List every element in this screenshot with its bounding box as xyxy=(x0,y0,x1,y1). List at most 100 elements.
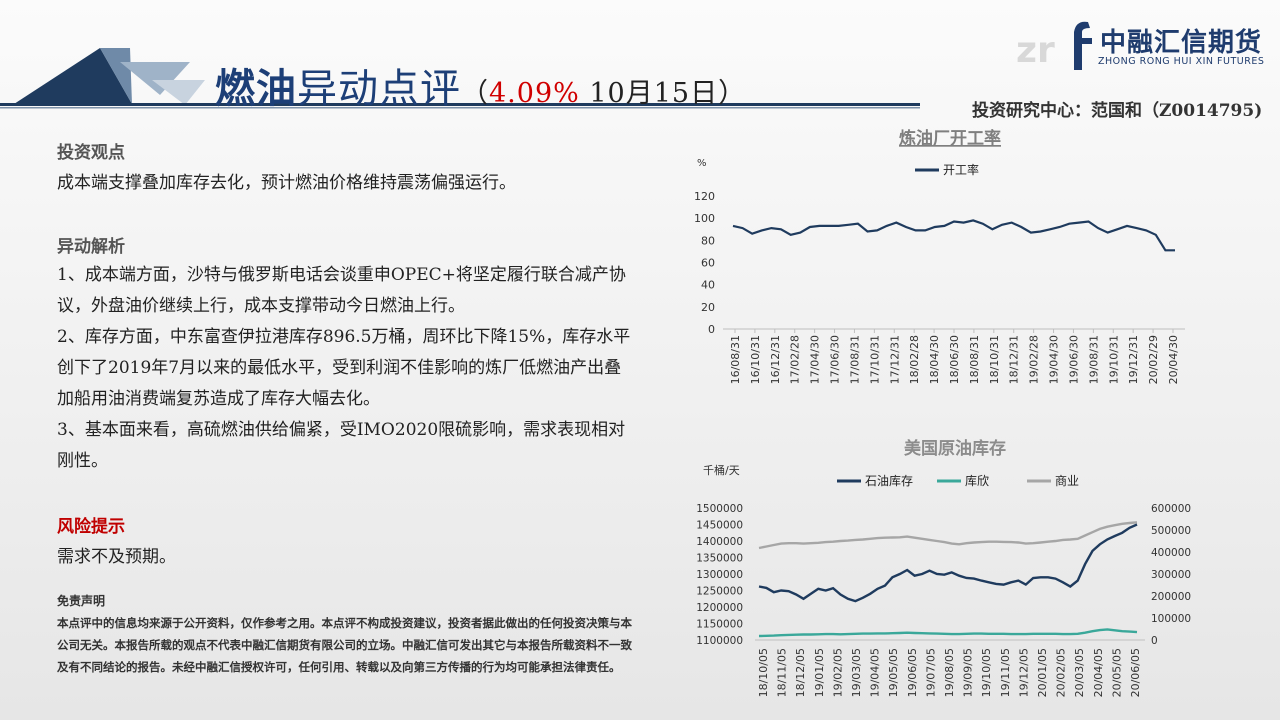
y2-tick-label: 400000 xyxy=(1151,547,1191,559)
x-tick-label: 20/02/05 xyxy=(1055,648,1068,697)
series-line-石油库存 xyxy=(758,523,1138,603)
x-tick-label: 19/06/30 xyxy=(1067,335,1080,384)
legend-label: 开工率 xyxy=(943,162,979,177)
x-tick-label: 19/10/31 xyxy=(1107,335,1120,384)
svg-text:zr: zr xyxy=(1016,30,1055,71)
y-tick-label: 40 xyxy=(701,279,715,292)
x-tick-label: 19/08/05 xyxy=(943,648,956,697)
company-logo-icon: zr xyxy=(1016,21,1092,71)
x-tick-label: 18/08/31 xyxy=(968,335,981,384)
disclaimer-text: 本点评中的信息均来源于公开资料，仅作参考之用。本点评不构成投资建议，投资者据此做… xyxy=(57,616,632,674)
analysis-heading: 异动解析 xyxy=(57,237,125,257)
x-tick-label: 19/04/05 xyxy=(869,648,882,697)
x-tick-label: 20/01/05 xyxy=(1036,648,1049,697)
y-axis-label: % xyxy=(697,158,707,169)
y-tick-label: 1400000 xyxy=(696,536,743,548)
y-tick-label: 1250000 xyxy=(696,586,743,598)
x-tick-label: 19/02/05 xyxy=(831,648,844,697)
series-line-库欣 xyxy=(758,628,1138,638)
y-tick-label: 1150000 xyxy=(696,619,743,631)
y-tick-label: 1450000 xyxy=(696,520,743,532)
x-tick-label: 17/04/30 xyxy=(809,335,822,384)
x-tick-label: 19/12/05 xyxy=(1017,648,1030,697)
x-tick-label: 20/03/05 xyxy=(1073,648,1086,697)
analysis-item: 2、库存方面，中东富查伊拉港库存896.5万桶，周环比下降15%，库存水平创下了… xyxy=(57,327,631,409)
x-tick-label: 16/10/31 xyxy=(749,335,762,384)
x-tick-label: 19/04/30 xyxy=(1048,335,1061,384)
x-tick-label: 17/10/31 xyxy=(868,335,881,384)
view-heading: 投资观点 xyxy=(57,143,125,163)
x-tick-label: 18/04/30 xyxy=(928,335,941,384)
x-tick-label: 18/02/28 xyxy=(908,335,921,384)
y-tick-label: 1500000 xyxy=(696,503,743,515)
x-tick-label: 19/07/05 xyxy=(924,648,937,697)
y-tick-label: 0 xyxy=(708,323,715,336)
x-tick-label: 18/11/05 xyxy=(776,648,789,697)
y-tick-label: 100 xyxy=(694,212,715,225)
x-tick-label: 17/06/30 xyxy=(829,335,842,384)
y-tick-label: 1200000 xyxy=(696,602,743,614)
x-tick-label: 18/10/31 xyxy=(988,335,1001,384)
y-tick-label: 120 xyxy=(694,190,715,203)
company-logo-text: 中融汇信期货 xyxy=(1100,28,1263,58)
company-logo-subtitle: ZHONG RONG HUI XIN FUTURES xyxy=(1098,56,1265,67)
series-line-商业 xyxy=(758,521,1138,550)
x-tick-label: 18/12/05 xyxy=(794,648,807,697)
x-tick-label: 17/08/31 xyxy=(848,335,861,384)
y-tick-label: 60 xyxy=(701,257,715,270)
y-tick-label: 1350000 xyxy=(696,553,743,565)
x-tick-label: 19/02/28 xyxy=(1028,335,1041,384)
x-tick-label: 20/05/05 xyxy=(1110,648,1123,697)
x-tick-label: 20/02/29 xyxy=(1147,335,1160,384)
x-tick-label: 20/04/30 xyxy=(1167,335,1180,384)
x-tick-label: 20/06/05 xyxy=(1129,648,1142,697)
x-tick-label: 19/05/05 xyxy=(887,648,900,697)
legend-label: 石油库存 xyxy=(865,473,913,488)
x-tick-label: 17/02/28 xyxy=(789,335,802,384)
x-tick-label: 16/12/31 xyxy=(769,335,782,384)
x-tick-label: 19/09/05 xyxy=(962,648,975,697)
x-tick-label: 18/10/05 xyxy=(757,648,770,697)
y-tick-label: 1300000 xyxy=(696,569,743,581)
page-title: 燃油异动点评（4.09% 10月15日） xyxy=(215,56,746,114)
title-open-paren: （ xyxy=(461,78,489,109)
title-percent: 4.09% xyxy=(489,78,580,109)
view-text: 成本端支撑叠加库存去化，预计燃油价格维持震荡偏强运行。 xyxy=(57,173,516,193)
chart-title: 炼油厂开工率 xyxy=(899,128,1001,149)
x-tick-label: 18/06/30 xyxy=(948,335,961,384)
refinery-rate-chart: 炼油厂开工率% 开工率 0 20 40 60 80 100 120 16/08/31 16/10/3… xyxy=(694,128,1185,384)
y2-tick-label: 500000 xyxy=(1151,525,1191,537)
analysis-item: 3、基本面来看，高硫燃油供给偏紧，受IMO2020限硫影响，需求表现相对刚性。 xyxy=(57,420,626,471)
x-tick-label: 19/03/05 xyxy=(850,648,863,697)
title-main: 异动点评 xyxy=(297,66,461,112)
disclaimer-heading: 免责声明 xyxy=(57,594,106,608)
y2-tick-label: 200000 xyxy=(1151,591,1191,603)
y-tick-label: 20 xyxy=(701,301,715,314)
analysis-item: 1、成本端方面，沙特与俄罗斯电话会谈重申OPEC+将坚定履行联合减产协议，外盘油… xyxy=(57,265,626,316)
y2-tick-label: 100000 xyxy=(1151,613,1191,625)
x-tick-label: 19/01/05 xyxy=(813,648,826,697)
title-date: 10月15日） xyxy=(579,78,747,109)
author-line: 投资研究中心：范国和（Z0014795) xyxy=(972,101,1263,121)
header-decoration xyxy=(0,48,920,109)
y-tick-label: 1100000 xyxy=(696,635,743,647)
legend-label: 商业 xyxy=(1055,473,1079,488)
y-axis-label: 千桶/天 xyxy=(703,463,740,477)
y2-tick-label: 300000 xyxy=(1151,569,1191,581)
x-tick-label: 19/06/05 xyxy=(906,648,919,697)
y2-tick-label: 0 xyxy=(1151,635,1158,647)
x-tick-label: 18/12/31 xyxy=(1008,335,1021,384)
x-tick-label: 19/10/05 xyxy=(980,648,993,697)
x-tick-label: 20/04/05 xyxy=(1092,648,1105,697)
x-tick-label: 19/12/31 xyxy=(1127,335,1140,384)
risk-heading: 风险提示 xyxy=(57,517,125,537)
analysis-list: 1、成本端方面，沙特与俄罗斯电话会谈重申OPEC+将坚定履行联合减产协议，外盘油… xyxy=(57,260,637,477)
x-tick-label: 17/12/31 xyxy=(888,335,901,384)
x-tick-label: 16/08/31 xyxy=(729,335,742,384)
risk-text: 需求不及预期。 xyxy=(57,547,176,567)
y-tick-label: 80 xyxy=(701,234,715,247)
title-commodity: 燃油 xyxy=(215,65,297,112)
series-line-operating-rate xyxy=(732,219,1175,252)
